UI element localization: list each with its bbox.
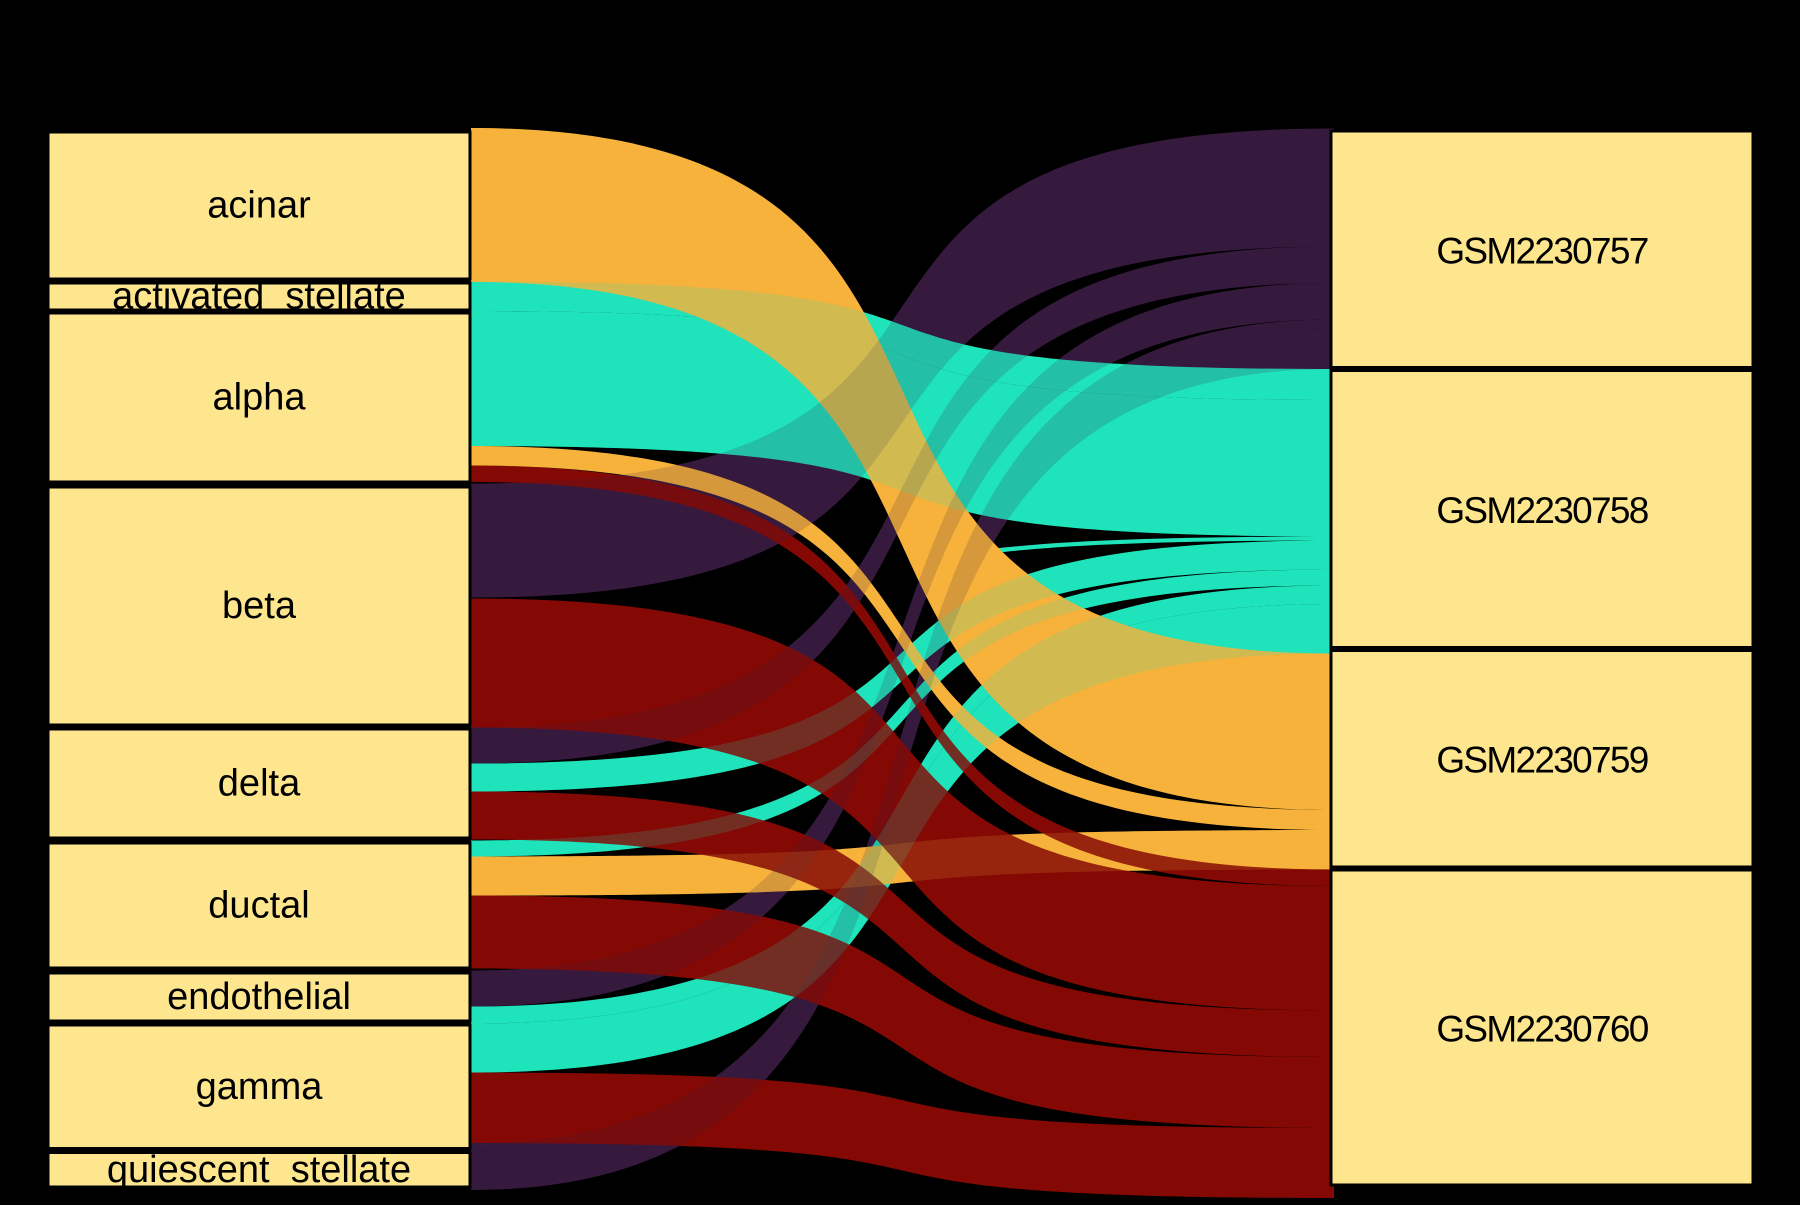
svg-text:alpha: alpha xyxy=(213,377,307,419)
svg-text:GSM2230757: GSM2230757 xyxy=(1436,230,1647,271)
svg-text:GSM2230760: GSM2230760 xyxy=(1436,1009,1648,1050)
svg-text:beta: beta xyxy=(222,585,297,627)
svg-text:quiescent_stellate: quiescent_stellate xyxy=(107,1149,411,1191)
svg-text:delta: delta xyxy=(218,763,301,805)
svg-text:GSM2230759: GSM2230759 xyxy=(1436,740,1647,781)
svg-text:activated_stellate: activated_stellate xyxy=(112,276,406,318)
svg-text:ductal: ductal xyxy=(208,885,309,927)
svg-text:endothelial: endothelial xyxy=(167,976,351,1018)
svg-text:GSM2230758: GSM2230758 xyxy=(1436,490,1647,531)
svg-text:gamma: gamma xyxy=(196,1066,324,1108)
svg-text:acinar: acinar xyxy=(207,185,311,227)
